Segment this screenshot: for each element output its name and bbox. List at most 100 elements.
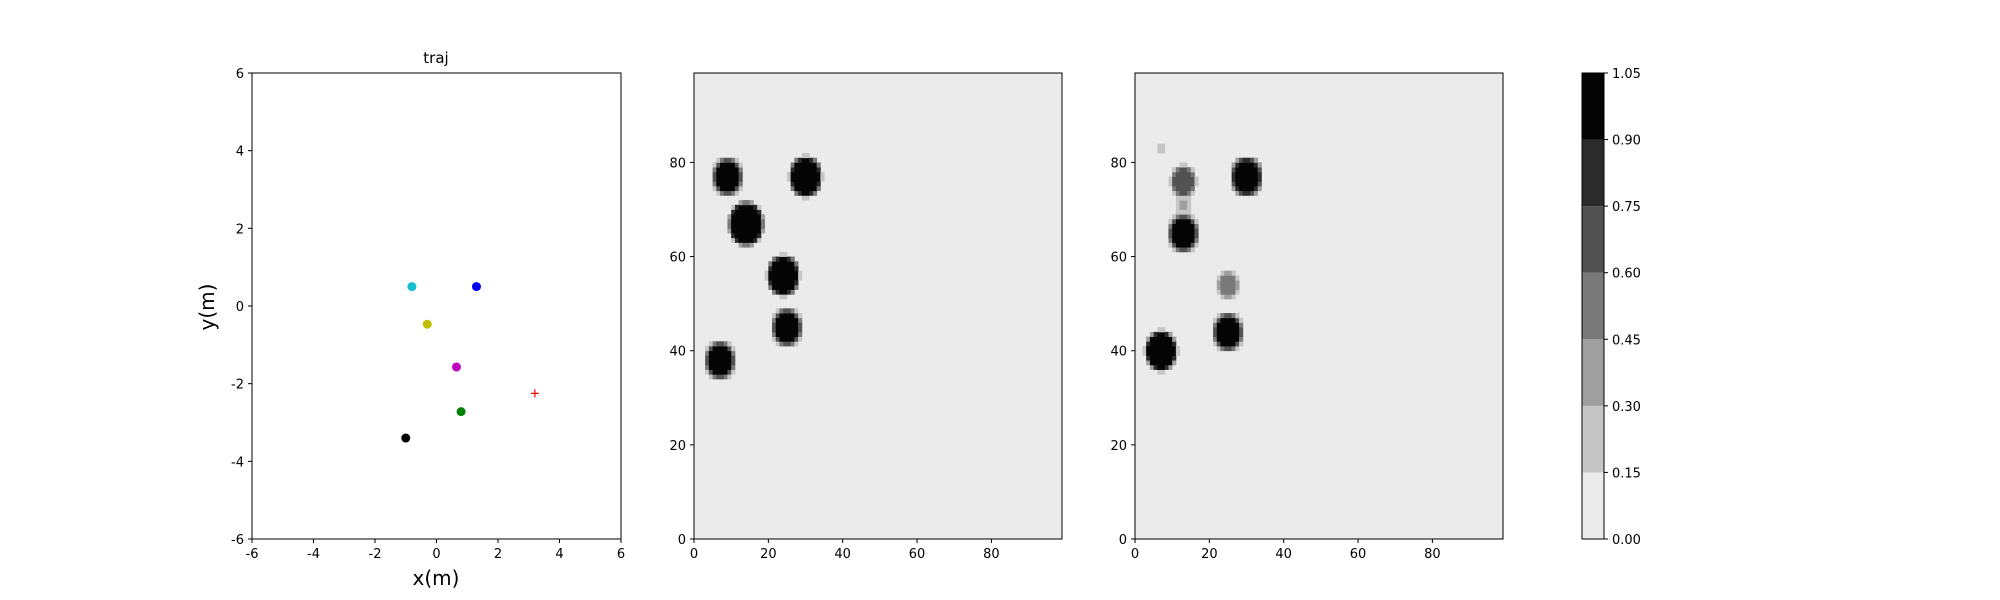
heatmap-cell — [764, 270, 769, 276]
heatmap-cell — [738, 204, 743, 210]
heatmap-cell — [775, 336, 780, 342]
heatmap-cell — [786, 313, 792, 319]
heatmap-cell — [1172, 247, 1177, 253]
heatmap-cell — [1239, 341, 1244, 347]
heatmap-cell — [738, 223, 743, 229]
heatmap-cell — [801, 162, 806, 168]
heatmap-cell — [775, 313, 780, 319]
heatmap-cell — [801, 190, 806, 196]
heatmap-cell — [775, 275, 780, 281]
heatmap-cell — [1242, 157, 1247, 163]
heatmap-cell — [794, 317, 799, 323]
heatmap-cell — [1175, 200, 1181, 206]
heatmap-cell — [768, 275, 773, 281]
heatmap-cell — [1179, 190, 1184, 196]
heatmap-cell — [1164, 346, 1169, 352]
heatmap-cell — [731, 364, 736, 370]
heatmap-cell — [1253, 157, 1259, 163]
heatmap-cell — [1153, 341, 1158, 347]
heatmap-cell — [1157, 341, 1162, 347]
heatmap-cell — [1175, 218, 1181, 225]
heatmap-cell — [1168, 228, 1173, 234]
heatmap-cell — [1183, 218, 1188, 225]
heatmap-cell — [738, 228, 743, 234]
heatmap-cell — [794, 331, 799, 337]
heatmap-cell — [734, 167, 740, 173]
heatmap-cell — [1257, 185, 1262, 192]
heatmap-cell — [731, 218, 736, 225]
heatmap-cell — [738, 242, 743, 248]
heatmap-cell — [812, 185, 818, 192]
heatmap-cell — [1172, 360, 1177, 366]
heatmap-cell — [1153, 364, 1158, 370]
heatmap-cell — [790, 317, 795, 323]
heatmap-cell — [794, 185, 799, 192]
heatmap-cell — [790, 308, 795, 314]
y-tick-label: -2 — [231, 378, 244, 393]
colorbar: 0.00 0.15 0.30 0.45 0.60 0.75 0.90 1.05 — [1581, 67, 1641, 548]
heatmap-cell — [716, 355, 721, 361]
heatmap-cell — [1175, 171, 1181, 177]
occupancy-map-b: 0 20 40 60 80 0 20 40 60 80 — [1110, 72, 1504, 562]
heatmap-cell — [812, 157, 818, 163]
heatmap-cell — [1231, 275, 1236, 281]
heatmap-cell — [708, 360, 713, 366]
heatmap-cell — [1168, 237, 1173, 243]
heatmap-cell — [1157, 346, 1162, 352]
heatmap-cell — [801, 185, 806, 192]
heatmap-cell — [772, 261, 777, 267]
heatmap-cell — [1239, 176, 1244, 182]
heatmap-cell — [757, 209, 762, 215]
heatmap-cell — [727, 355, 732, 361]
heatmap-cell — [812, 190, 818, 196]
heatmap-cell — [734, 233, 740, 239]
heatmap-cell — [1239, 181, 1244, 187]
heatmap-cell — [790, 261, 795, 267]
occupancy-map-b-frame — [1134, 72, 1504, 540]
heatmap-cell — [1250, 167, 1255, 173]
heatmap-cell — [734, 176, 740, 182]
heatmap-cell — [779, 331, 784, 337]
heatmap-cell — [1179, 167, 1184, 173]
heatmap-cell — [1190, 242, 1195, 248]
heatmap-cell — [783, 322, 788, 328]
colorbar-frame — [1581, 72, 1605, 540]
heatmap-cell — [727, 369, 732, 375]
heatmap-cell — [816, 162, 821, 168]
heatmap-cell — [1183, 233, 1188, 239]
heatmap-cell — [1242, 167, 1247, 173]
heatmap-cell — [798, 157, 803, 163]
heatmap-cell — [1235, 162, 1240, 168]
heatmap-cell — [1179, 185, 1184, 192]
heatmap-cell — [786, 265, 792, 272]
heatmap-cell — [742, 223, 747, 229]
y-tick-label: 6 — [236, 67, 244, 82]
heatmap-cell — [1216, 280, 1221, 286]
heatmap-cell — [1172, 237, 1177, 243]
heatmap-cell — [716, 360, 721, 366]
heatmap-cell — [1235, 275, 1240, 281]
heatmap-cell — [1175, 190, 1181, 196]
heatmap-cell — [749, 218, 754, 225]
heatmap-cell — [757, 228, 762, 234]
heatmap-cell — [1242, 181, 1247, 187]
heatmap-cell — [712, 176, 717, 182]
heatmap-cell — [790, 341, 795, 347]
heatmap-cell — [1253, 185, 1259, 192]
heatmap-cell — [742, 200, 747, 206]
heatmap-cell — [1187, 171, 1192, 177]
heatmap-cell — [727, 214, 732, 220]
occupancy-map-a-ticks: 0 20 40 60 80 0 20 40 60 80 — [669, 156, 999, 562]
heatmap-cell — [749, 204, 754, 210]
heatmap-cell — [1161, 327, 1166, 333]
heatmap-cell — [746, 214, 751, 220]
heatmap-cell — [1227, 294, 1233, 300]
heatmap-cell — [1146, 346, 1151, 352]
heatmap-cell — [731, 171, 736, 177]
heatmap-cell — [731, 181, 736, 187]
heatmap-cell — [1253, 171, 1259, 177]
heatmap-cell — [1190, 247, 1195, 253]
heatmap-cell — [1187, 190, 1192, 196]
heatmap-cell — [1227, 270, 1233, 276]
x-tick-label: 80 — [1424, 547, 1441, 562]
